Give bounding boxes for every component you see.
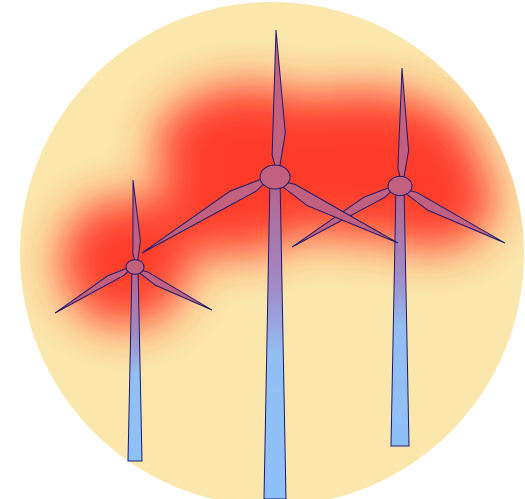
blade — [397, 67, 410, 187]
hub — [387, 175, 413, 197]
blade — [141, 173, 274, 254]
blade — [132, 179, 141, 268]
blade — [271, 29, 286, 178]
hub — [259, 164, 291, 190]
hub — [125, 259, 145, 275]
blade — [54, 264, 135, 314]
turbines — [54, 29, 506, 499]
